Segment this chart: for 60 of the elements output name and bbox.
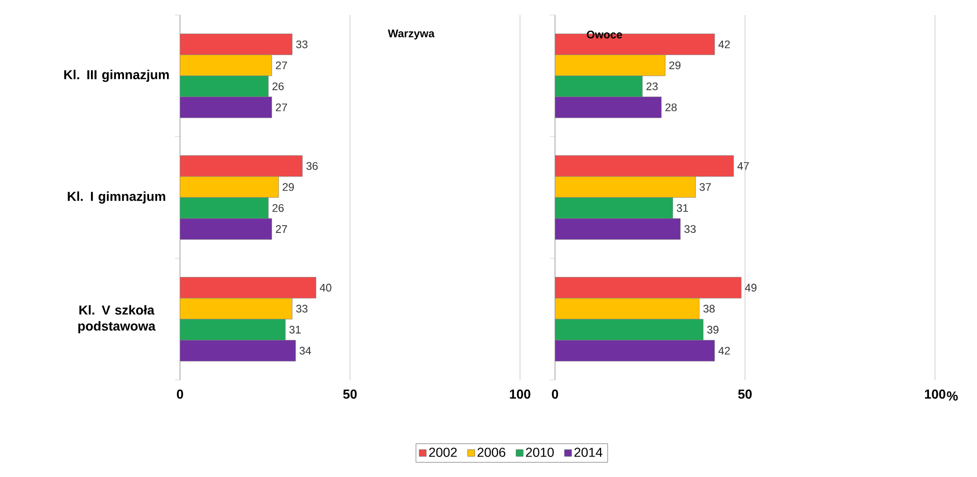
data-label: 29 [282, 183, 294, 191]
data-label: 42 [718, 346, 730, 355]
data-label: 38 [703, 304, 715, 313]
bar [180, 218, 272, 240]
x-axis-title: % [946, 391, 958, 401]
x-tick-label: 100 [510, 390, 530, 399]
text: Warzywa [388, 30, 435, 40]
data-label: 47 [737, 162, 749, 170]
data-label: 33 [296, 304, 308, 313]
data-label: 27 [276, 104, 288, 112]
data-label: 27 [276, 62, 288, 70]
data-label: 27 [276, 225, 288, 233]
x-tick-label: 0 [552, 390, 558, 399]
data-label: 31 [676, 204, 688, 212]
bar [555, 318, 704, 340]
data-label: 39 [707, 326, 718, 334]
bar [555, 197, 674, 219]
bar [555, 176, 696, 198]
bar [180, 318, 286, 340]
data-label: 26 [272, 82, 284, 90]
y-tick-label: Kl. V szkoła podstawowa [78, 305, 156, 334]
bar [555, 96, 662, 118]
data-label: 23 [646, 82, 658, 90]
legend-label: 2002 [429, 448, 457, 457]
data-label: 34 [300, 346, 312, 355]
data-label: 40 [320, 284, 332, 292]
data-label: 49 [744, 284, 756, 292]
bar [180, 96, 272, 118]
bar [180, 176, 279, 198]
data-label: 33 [684, 225, 696, 233]
bar [555, 54, 666, 76]
bar [555, 340, 715, 362]
x-tick-label: 0 [176, 390, 184, 399]
bar [555, 76, 643, 98]
bar [180, 276, 316, 298]
data-label: 36 [306, 162, 318, 170]
bar [180, 155, 303, 177]
bar [555, 298, 700, 320]
data-label: 29 [669, 61, 680, 70]
data-label: 33 [296, 40, 308, 48]
bar [180, 340, 296, 362]
y-tick-label: Kl. I gimnazjum [68, 191, 166, 204]
bar [180, 298, 292, 320]
data-label: 28 [665, 103, 677, 112]
x-tick-label: 50 [343, 390, 357, 399]
bar [180, 54, 272, 76]
legend-label: 2006 [478, 448, 506, 457]
x-tick-label: 50 [738, 390, 752, 399]
bar [555, 218, 681, 240]
bar [180, 34, 292, 56]
legend-label: 2014 [574, 448, 602, 457]
legend-label: 2010 [526, 448, 554, 457]
data-label: 31 [289, 326, 301, 334]
data-label: 37 [700, 183, 711, 191]
y-tick-label: Kl. III gimnazjum [64, 70, 169, 82]
data-label: 42 [718, 40, 730, 48]
bar [180, 197, 269, 219]
bar [180, 76, 269, 98]
data-label: 26 [272, 204, 284, 212]
x-tick-label: 100 [924, 390, 946, 399]
